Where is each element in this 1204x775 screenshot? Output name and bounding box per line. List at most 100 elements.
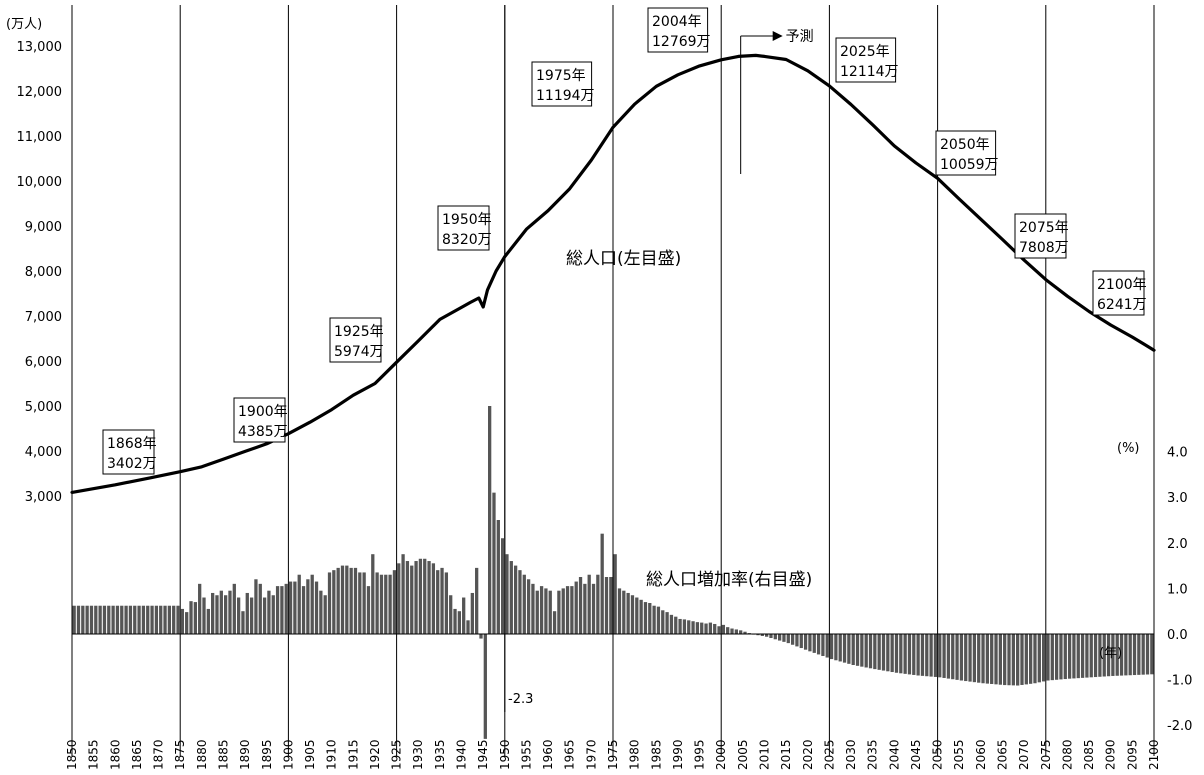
annotation-2050年: 2050年 10059万 — [935, 130, 999, 176]
rate-bar-1870 — [159, 605, 163, 634]
x-tick-label: 1910 — [325, 739, 339, 770]
rate-bar-1889 — [241, 611, 245, 634]
rate-bar-2005 — [743, 631, 747, 634]
rate-bar-1904 — [306, 579, 310, 634]
rate-bar-2044 — [912, 634, 916, 675]
rate-bar-1969 — [587, 574, 591, 634]
rate-bar-2024 — [825, 634, 829, 658]
rate-bar-1944 — [479, 634, 483, 639]
rate-bar-1899 — [284, 583, 288, 634]
x-tick-label: 2025 — [822, 739, 836, 770]
rate-bar-1898 — [280, 586, 284, 634]
annotation-year: 1950年 — [442, 212, 492, 228]
rate-bar-1932 — [427, 561, 431, 634]
rate-bar-1992 — [687, 620, 691, 634]
rate-bar-1962 — [557, 590, 561, 634]
x-tick-label: 2020 — [801, 739, 815, 770]
rate-bar-2066 — [1007, 634, 1011, 686]
x-tick-label: 2030 — [844, 739, 858, 770]
rate-bar-1906 — [314, 581, 319, 634]
vertical-gridlines — [71, 5, 1155, 756]
x-tick-label: 1985 — [649, 739, 663, 770]
rate-bar-1935 — [440, 567, 444, 634]
rate-bar-1894 — [262, 597, 267, 634]
rate-bar-2035 — [873, 634, 877, 670]
rate-bar-1930 — [418, 558, 423, 634]
minimum-value-label: -2.3 — [508, 692, 533, 707]
rate-bar-2096 — [1137, 634, 1141, 675]
x-tick-label: 1885 — [216, 739, 230, 770]
x-tick-label: 2000 — [714, 739, 728, 770]
rate-bar-1916 — [358, 572, 362, 634]
rate-bar-1991 — [682, 619, 687, 634]
x-tick-label: 1870 — [152, 739, 166, 770]
rate-bar-2032 — [860, 634, 864, 667]
rate-bar-1852 — [81, 605, 85, 634]
rate-bar-2089 — [1106, 634, 1111, 677]
rate-bar-2086 — [1093, 634, 1098, 678]
rate-bar-2001 — [726, 627, 730, 634]
rate-bar-2088 — [1102, 634, 1106, 677]
annotation-population: 12114万 — [840, 64, 899, 80]
rate-bar-1972 — [600, 533, 604, 634]
right-tick-label: 3.0 — [1167, 491, 1188, 506]
rate-bar-2045 — [916, 634, 920, 676]
rate-bar-1853 — [85, 605, 89, 634]
rate-bar-2077 — [1054, 634, 1059, 680]
annotation-box — [1092, 270, 1145, 316]
rate-bar-1866 — [141, 605, 146, 634]
rate-bar-2036 — [877, 634, 881, 670]
rate-bar-1997 — [708, 622, 713, 634]
rate-bar-1946 — [488, 406, 492, 634]
rate-bar-1877 — [189, 601, 193, 634]
x-tick-label: 1855 — [87, 739, 101, 770]
x-tick-label: 1875 — [173, 739, 187, 770]
forecast-label: 予測 — [786, 29, 814, 45]
rate-bar-2003 — [734, 629, 738, 634]
left-tick-label: 6,000 — [25, 355, 62, 370]
annotation-year: 1975年 — [536, 68, 586, 84]
rate-bar-2092 — [1119, 634, 1124, 676]
rate-bar-2017 — [795, 634, 799, 647]
annotation-population: 4385万 — [238, 424, 288, 440]
x-axis-unit: (年) — [1099, 646, 1122, 661]
rate-bar-1970 — [591, 583, 596, 634]
rate-bar-1958 — [539, 586, 544, 634]
rate-bar-2055 — [959, 634, 964, 681]
rate-bar-2068 — [1016, 634, 1020, 686]
x-tick-label: 1900 — [281, 739, 295, 770]
rate-bar-1912 — [340, 565, 345, 634]
x-tick-label: 2035 — [866, 739, 880, 770]
rate-bar-2016 — [790, 634, 795, 645]
rate-bar-1974 — [609, 577, 613, 634]
annotation-box — [102, 429, 155, 475]
x-tick-label: 1990 — [671, 739, 685, 770]
rate-bar-1902 — [297, 574, 301, 634]
annotation-population: 5974万 — [334, 344, 384, 360]
rate-bar-2058 — [972, 634, 977, 683]
rate-bar-2019 — [803, 634, 808, 650]
rate-bar-2056 — [964, 634, 968, 682]
x-tick-label: 1895 — [260, 739, 274, 770]
rate-bar-1948 — [496, 520, 500, 634]
rate-bar-2022 — [816, 634, 821, 655]
x-tick-label: 2095 — [1125, 739, 1139, 770]
rate-bar-2078 — [1059, 634, 1063, 680]
rate-bar-1888 — [236, 597, 241, 634]
x-tick-label: 1925 — [390, 739, 404, 770]
rate-bar-1851 — [76, 605, 81, 634]
rate-bar-1918 — [366, 586, 371, 634]
right-tick-label: 4.0 — [1167, 446, 1188, 461]
rate-bar-1934 — [436, 570, 440, 634]
rate-bar-1987 — [665, 612, 669, 634]
rate-bar-1931 — [423, 558, 427, 634]
annotation-year: 2050年 — [940, 137, 990, 153]
annotation-population: 6241万 — [1097, 297, 1147, 313]
annotation-1950年: 1950年 8320万 — [437, 205, 492, 251]
x-tick-label: 2080 — [1060, 739, 1074, 770]
annotation-boxes: 1868年 3402万 1900年 4385万 1925年 5974万 1950年 8320万… — [102, 7, 1147, 475]
x-tick-label: 1950 — [498, 739, 512, 770]
rate-bar-2013 — [777, 634, 782, 641]
rate-bar-2025 — [829, 634, 834, 660]
rate-bar-2072 — [1033, 634, 1037, 684]
